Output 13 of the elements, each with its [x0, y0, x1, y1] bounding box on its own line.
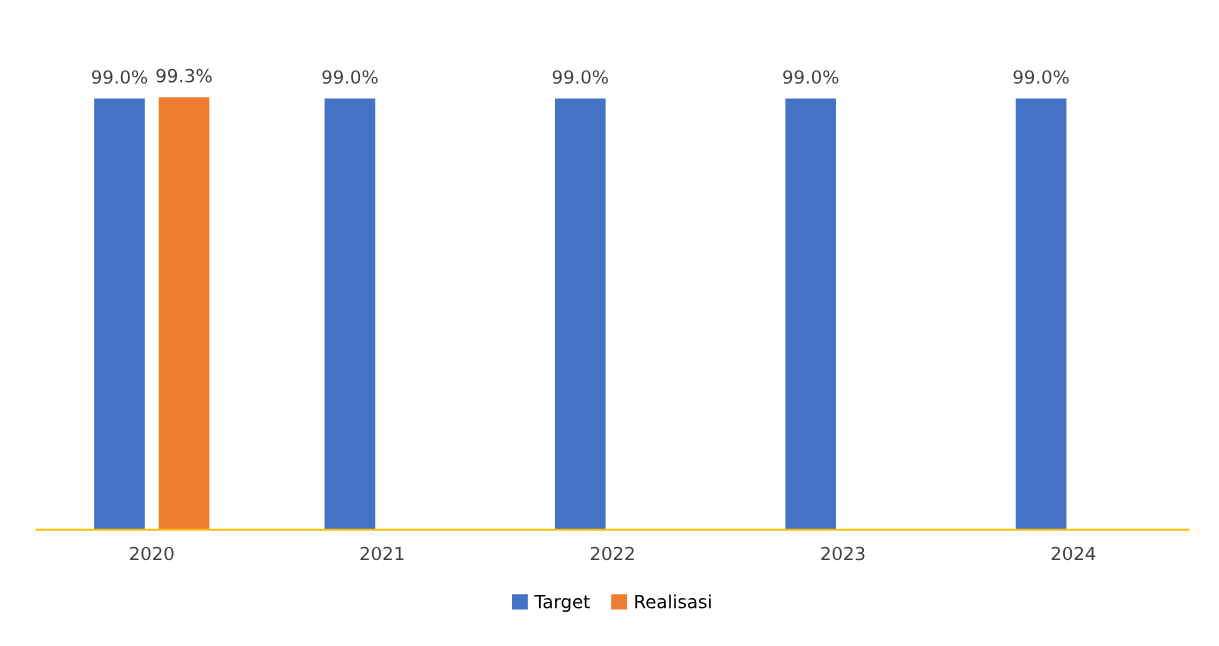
x-tick-label: 2020	[130, 546, 174, 561]
legend-label: Target	[534, 594, 590, 612]
x-tick-label: 2024	[1051, 546, 1096, 561]
data-label: 99.0%	[783, 70, 839, 84]
data-label: 99.3%	[156, 68, 212, 83]
data-label: 99.0%	[91, 70, 148, 84]
x-tick-label: 2023	[821, 546, 865, 561]
x-tick-label: 2021	[360, 546, 404, 561]
data-label: 99.0%	[552, 70, 608, 84]
data-label: 99.0%	[322, 70, 378, 84]
legend-label: Realisasi	[635, 594, 711, 609]
data-label: 99.0%	[1013, 70, 1069, 84]
x-tick-label: 2022	[590, 546, 634, 561]
